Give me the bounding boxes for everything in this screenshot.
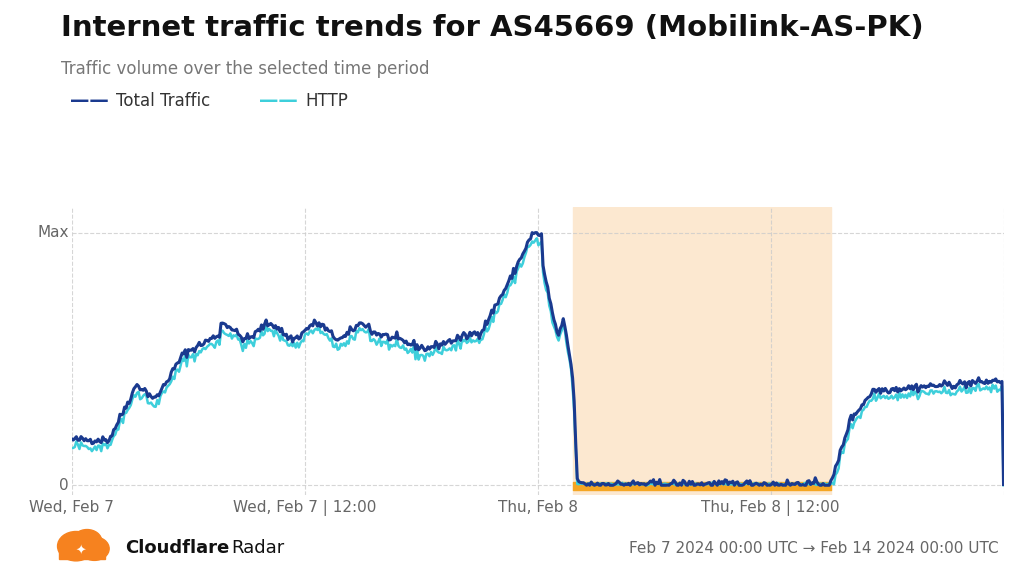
Circle shape xyxy=(73,529,101,553)
Text: Cloudflare: Cloudflare xyxy=(125,539,229,558)
Circle shape xyxy=(80,537,110,560)
Text: Feb 7 2024 00:00 UTC → Feb 14 2024 00:00 UTC: Feb 7 2024 00:00 UTC → Feb 14 2024 00:00… xyxy=(629,541,998,556)
Text: ✦: ✦ xyxy=(76,544,86,558)
Text: ——: —— xyxy=(259,92,298,110)
Text: 0: 0 xyxy=(59,478,69,492)
Text: ——: —— xyxy=(70,92,109,110)
Text: Traffic volume over the selected time period: Traffic volume over the selected time pe… xyxy=(61,60,430,78)
Bar xyxy=(573,207,831,495)
Text: Internet traffic trends for AS45669 (Mobilink-AS-PK): Internet traffic trends for AS45669 (Mob… xyxy=(61,14,924,43)
Bar xyxy=(59,545,105,559)
Text: Total Traffic: Total Traffic xyxy=(116,92,210,110)
Circle shape xyxy=(57,532,94,561)
Text: HTTP: HTTP xyxy=(305,92,348,110)
Text: Radar: Radar xyxy=(231,539,285,558)
Text: Max: Max xyxy=(38,225,69,240)
